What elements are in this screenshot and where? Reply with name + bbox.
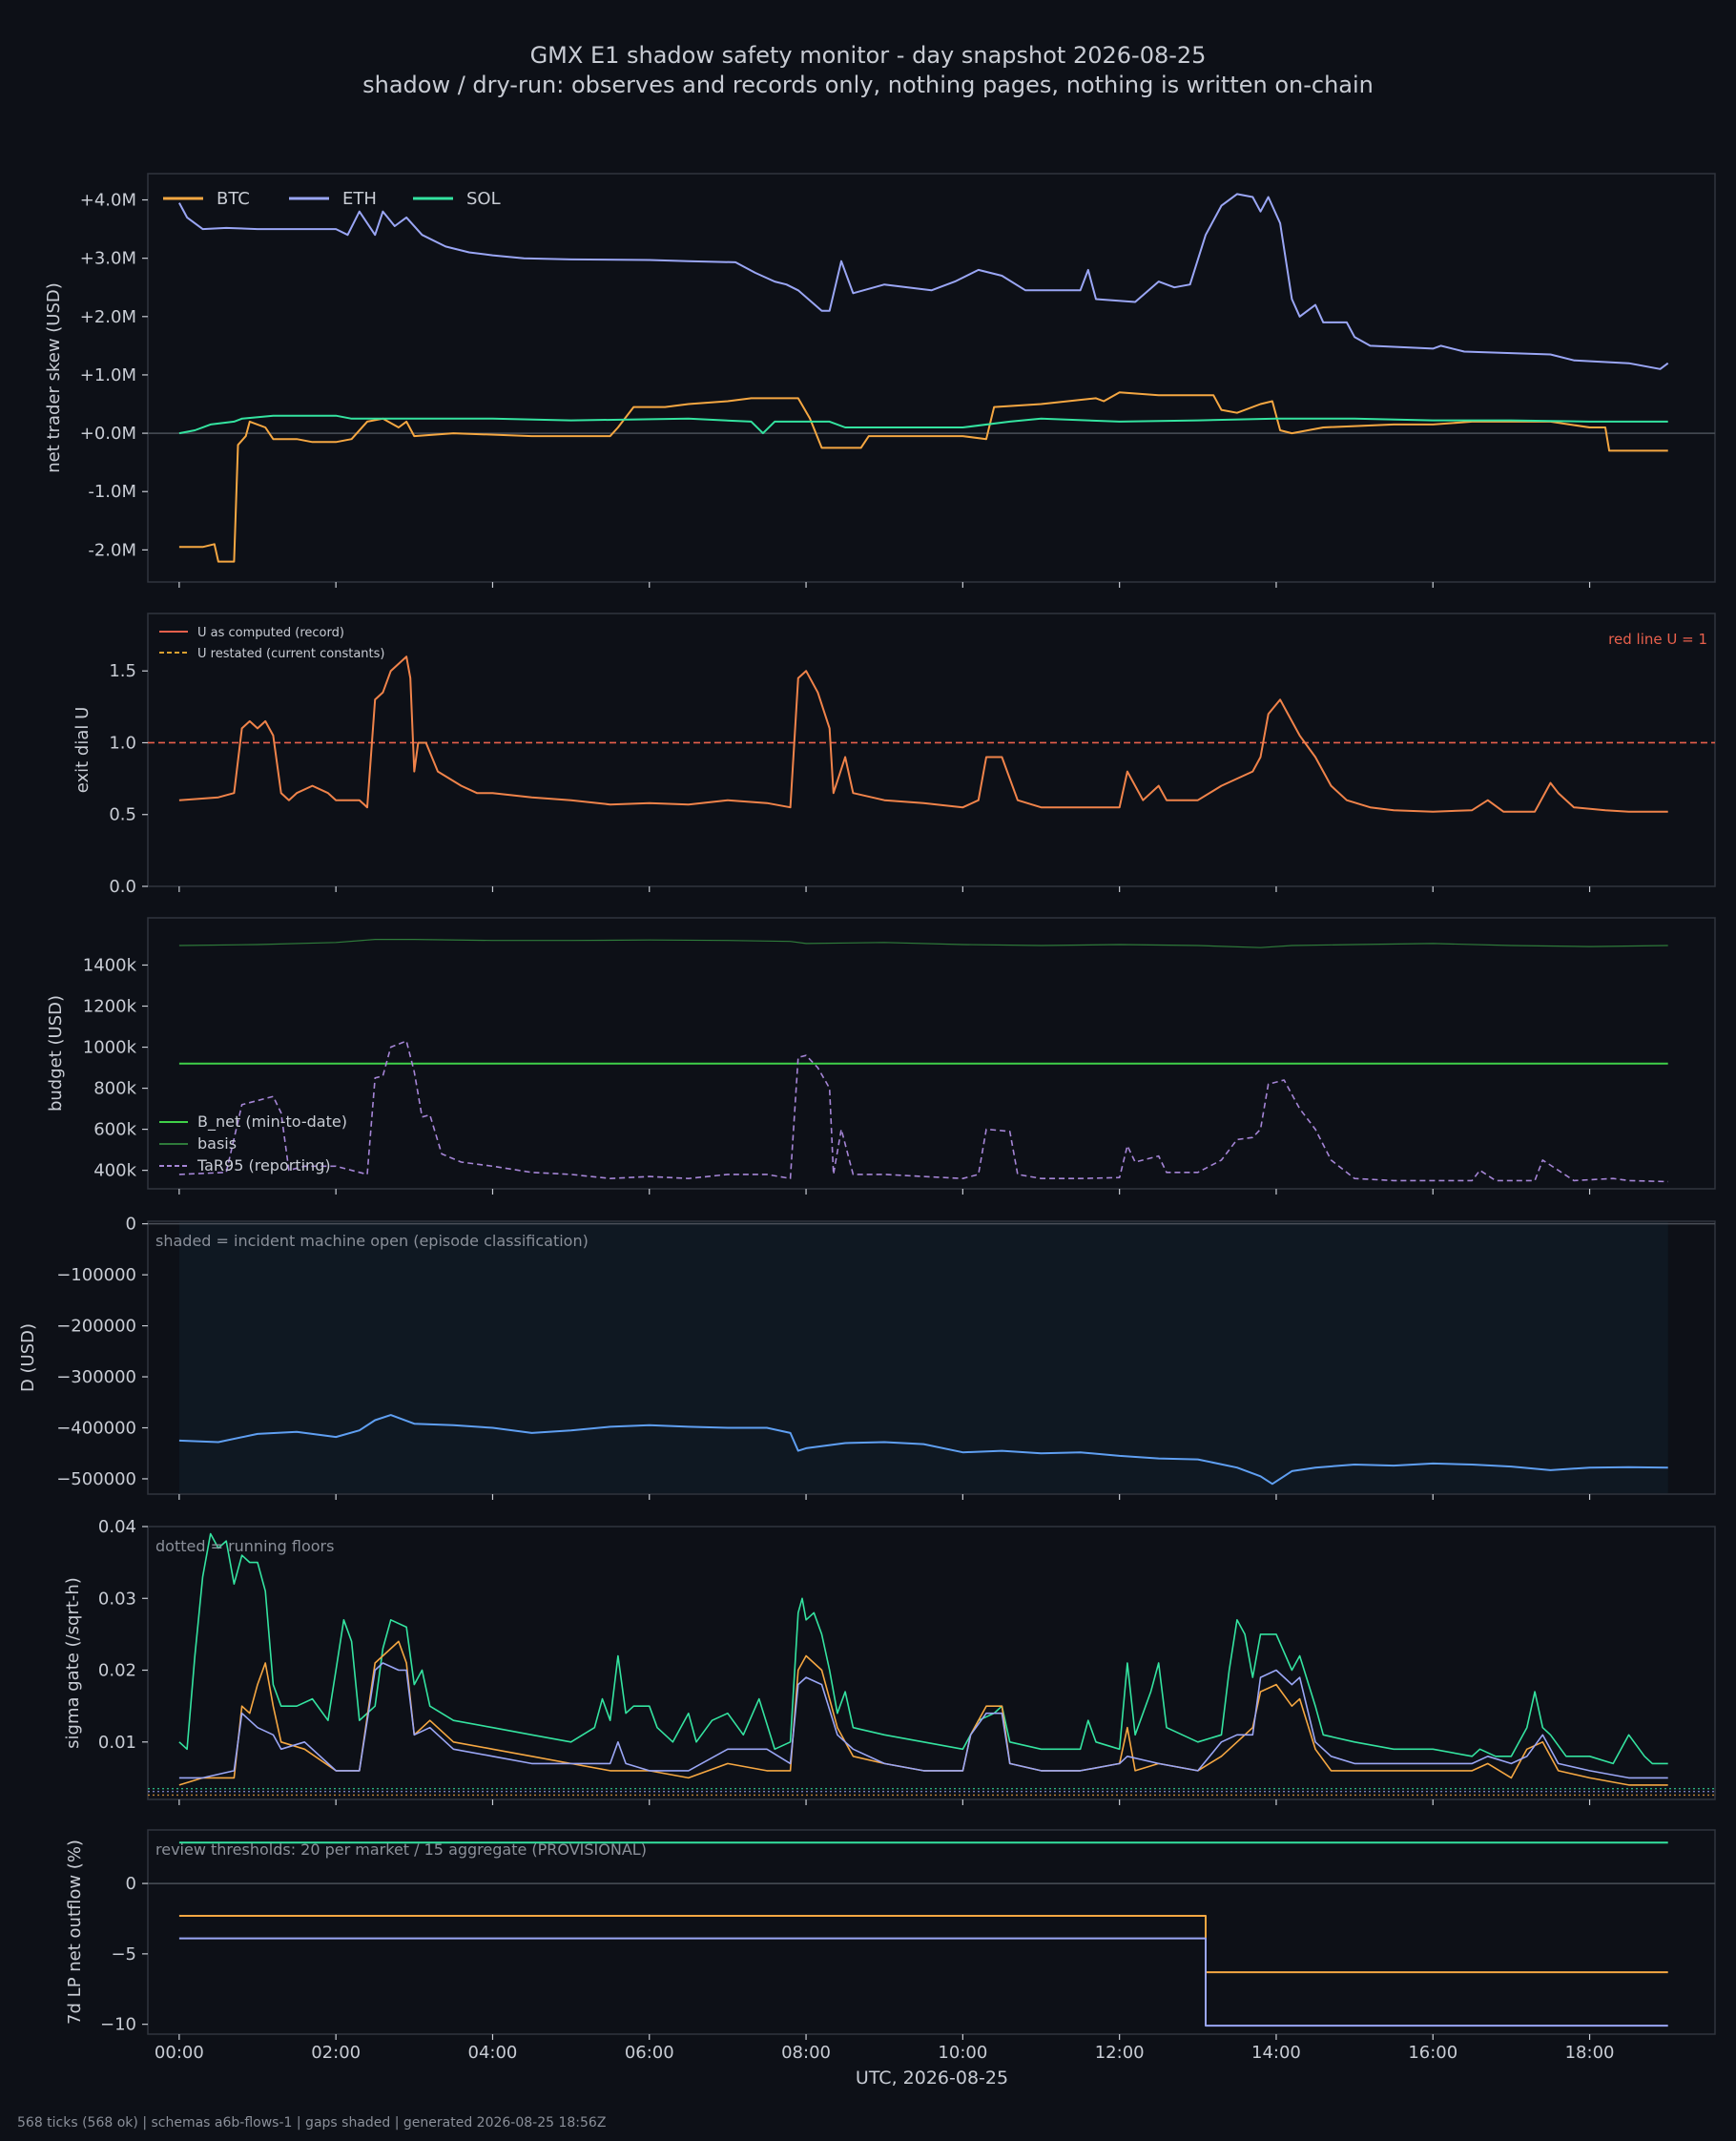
x-tick-label: 00:00 <box>155 2043 204 2063</box>
chart-sigma-gate: 0.01 0.02 0.03 0.04 sigma gate (/sqrt-h) dott… <box>63 1517 1716 1805</box>
y-tick-label: 1000k <box>83 1038 137 1058</box>
y-tick-label: 0.03 <box>98 1589 136 1609</box>
incident-shaded-region <box>178 1222 1668 1493</box>
y-tick-label: −100000 <box>56 1265 136 1285</box>
x-tick-label: 06:00 <box>625 2043 674 2063</box>
legend-label-b-net-min-to-date: B_net (min-to-date) <box>197 1112 347 1132</box>
y-tick-label: 1.0 <box>109 733 136 753</box>
panel-annotation: shaded = incident machine open (episode … <box>155 1232 589 1250</box>
y-tick-label: 1.5 <box>109 661 136 681</box>
chart-exit-dial: 0.0 0.5 1.0 1.5 exit dial U red line U = 1 U a… <box>72 613 1716 897</box>
legend-label-sol: SOL <box>466 189 501 209</box>
y-axis-label: 7d LP net outflow (%) <box>65 1840 85 2025</box>
series-line-tar95-reporting <box>178 1040 1668 1183</box>
y-tick-label: +1.0M <box>80 365 136 385</box>
chart-skew: -2.0M -1.0M +0.0M +1.0M +2.0M +3.0M +4.0M net t… <box>44 173 1716 588</box>
plot-area <box>147 1829 1716 2035</box>
legend-label-u-as-computed-record: U as computed (record) <box>197 626 344 640</box>
plot-area <box>147 1526 1716 1800</box>
y-tick-label: −400000 <box>56 1419 136 1439</box>
legend-label-eth: ETH <box>342 189 377 209</box>
x-tick-label: 14:00 <box>1251 2043 1301 2063</box>
series-line-d <box>178 1414 1668 1486</box>
chart-panels: -2.0M -1.0M +0.0M +1.0M +2.0M +3.0M +4.0M net t… <box>18 173 1716 2089</box>
y-axis-label: D (USD) <box>18 1323 38 1392</box>
panel-annotation: dotted = running floors <box>155 1537 334 1555</box>
chart-lp-outflow: 0 −5 −10 00:00 02:00 04:00 06:00 08:00 10:00 12:0… <box>65 1829 1716 2089</box>
series-line-btc <box>178 391 1668 563</box>
series-line-u-as-computed-record <box>178 655 1668 813</box>
y-tick-label: +4.0M <box>80 191 136 211</box>
y-tick-label: 600k <box>93 1120 136 1140</box>
plot-area <box>147 173 1716 583</box>
series-line-sol <box>178 414 1668 435</box>
plot-area <box>147 917 1716 1190</box>
red-line-label: red line U = 1 <box>1608 631 1707 648</box>
series-line-sol <box>178 1532 1668 1765</box>
y-axis-label: net trader skew (USD) <box>44 282 64 473</box>
y-tick-label: 0.04 <box>98 1517 136 1537</box>
y-tick-label: 400k <box>93 1161 136 1181</box>
chart-d: 0 −100000 −200000 −300000 −400000 −500000 D (U… <box>18 1215 1716 1500</box>
legend-label-btc: BTC <box>217 189 250 209</box>
series-line-basis <box>178 939 1668 948</box>
series-line-eth <box>178 193 1669 370</box>
x-tick-label: 18:00 <box>1565 2043 1615 2063</box>
x-tick-label: 10:00 <box>938 2043 987 2063</box>
y-tick-label: 0.0 <box>109 877 136 897</box>
figure-subtitle: shadow / dry-run: observes and records o… <box>362 72 1374 98</box>
chart-budget: 400k 600k 800k 1000k 1200k 1400k budget (USD) B… <box>46 917 1716 1195</box>
y-tick-label: 0.5 <box>109 805 136 825</box>
legend-label-u-restated-current-constants: U restated (current constants) <box>197 647 384 661</box>
y-tick-label: 1400k <box>83 955 137 975</box>
y-tick-label: −5 <box>111 1944 136 1964</box>
x-tick-label: 12:00 <box>1095 2043 1145 2063</box>
x-tick-label: 02:00 <box>311 2043 361 2063</box>
x-tick-label: 08:00 <box>781 2043 831 2063</box>
y-tick-label: 0.02 <box>98 1661 136 1681</box>
y-tick-label: +0.0M <box>80 424 136 444</box>
x-tick-label: 16:00 <box>1408 2043 1457 2063</box>
y-tick-label: +2.0M <box>80 307 136 327</box>
series-line-eth <box>178 1937 1668 2027</box>
y-tick-label: -1.0M <box>88 482 136 502</box>
x-axis-label: UTC, 2026-08-25 <box>856 2068 1008 2089</box>
y-tick-label: −10 <box>100 2015 136 2035</box>
y-tick-label: 0 <box>126 1874 136 1894</box>
y-axis-label: sigma gate (/sqrt-h) <box>63 1577 83 1749</box>
legend-label-basis: basis <box>197 1134 237 1153</box>
plot-area <box>147 613 1716 887</box>
figure-title: GMX E1 shadow safety monitor - day snaps… <box>530 42 1207 69</box>
y-tick-label: −200000 <box>56 1317 136 1337</box>
y-tick-label: 0 <box>126 1215 136 1235</box>
y-tick-label: 800k <box>93 1079 136 1099</box>
y-axis-label: exit dial U <box>72 707 93 794</box>
y-tick-label: 1200k <box>83 997 137 1017</box>
footer-status: 568 ticks (568 ok) | schemas a6b-flows-1… <box>17 2115 606 2131</box>
panel-annotation: review thresholds: 20 per market / 15 ag… <box>155 1840 647 1859</box>
y-tick-label: 0.01 <box>98 1733 136 1753</box>
y-axis-label: budget (USD) <box>46 995 66 1112</box>
y-tick-label: −500000 <box>56 1469 136 1489</box>
y-tick-label: −300000 <box>56 1367 136 1387</box>
x-tick-label: 04:00 <box>468 2043 518 2063</box>
series-line-eth <box>178 1662 1668 1779</box>
y-tick-label: -2.0M <box>88 540 136 560</box>
y-tick-label: +3.0M <box>80 249 136 269</box>
legend-label-tar95-reporting: TaR95 (reporting) <box>196 1156 331 1174</box>
